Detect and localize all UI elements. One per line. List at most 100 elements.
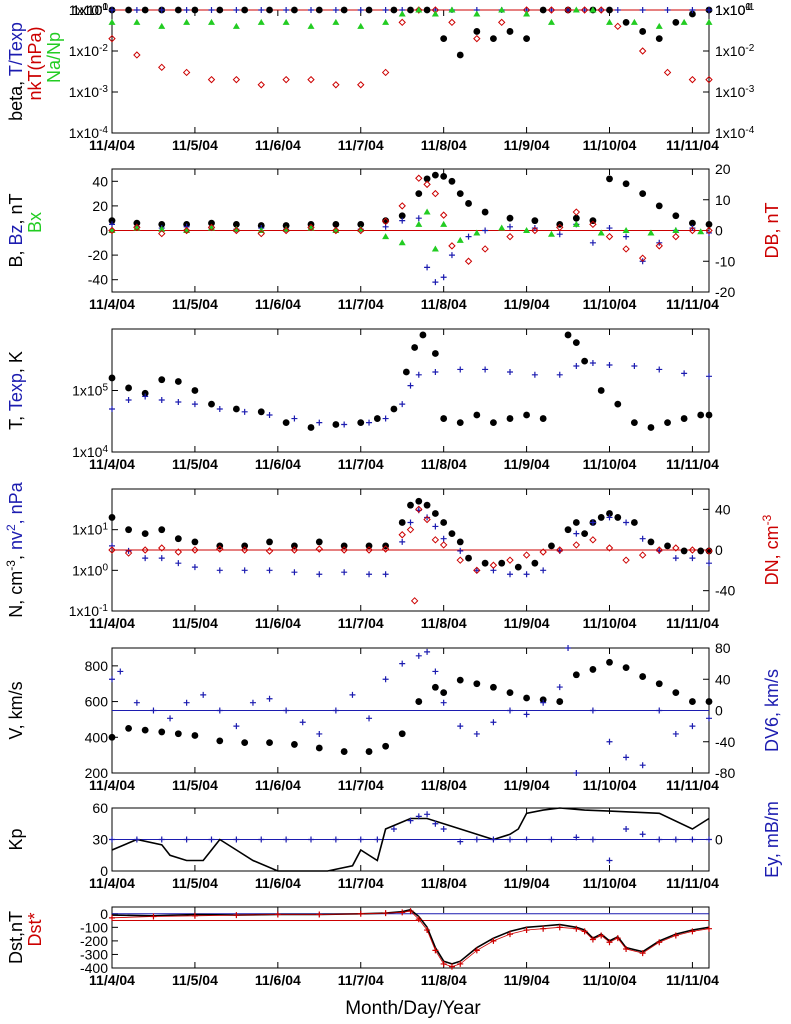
left-axis-label: B, Bz, nT [6,193,26,267]
data-point [506,28,514,35]
data-point [365,546,373,554]
data-point [174,378,182,385]
data-point [382,676,389,683]
data-point [440,689,448,697]
data-point [506,556,514,564]
series-b [108,171,713,229]
data-point [597,514,605,521]
data-point [423,208,431,215]
data-point [440,415,448,422]
data-point [482,366,489,373]
data-point [340,6,348,14]
data-point [473,411,481,419]
data-point [390,826,397,832]
data-point [580,6,589,14]
data-point [399,660,406,667]
x-tick-label: 11/11/04 [666,137,719,153]
data-point [507,836,513,843]
data-point [572,519,580,526]
data-point [109,836,115,843]
x-tick-label: 11/11/04 [666,875,719,891]
data-point [655,22,663,29]
x-tick-label: 11/10/04 [583,777,637,793]
x-tick-label: 11/4/04 [89,296,135,312]
data-point [440,35,448,43]
left-axis-label: beta, T/Texp [6,22,26,121]
data-point [232,22,240,29]
y-tick-label: -40 [88,272,108,288]
data-point [572,339,580,347]
data-point [540,567,547,574]
data-point [457,838,464,845]
data-point [299,719,306,726]
x-tick-label: 11/4/04 [89,972,135,988]
data-point [473,34,481,43]
data-point [200,691,207,698]
data-point [208,18,215,25]
data-point [382,18,390,25]
data-point [589,239,596,246]
series-v [108,658,713,755]
data-point [431,10,439,17]
data-point [606,6,613,14]
data-point [283,7,290,13]
data-point [638,254,647,262]
data-point [232,75,241,84]
data-point [431,510,439,517]
data-point [431,189,440,198]
data-point [390,6,398,14]
data-point [498,18,506,27]
data-point [531,226,539,235]
data-point [241,408,248,415]
x-tick-label: 11/7/04 [338,972,384,988]
panel-p1: 11/4/04 11/5/04 11/6/04 11/7/04 11/8/04 11/9/… [6,2,755,153]
x-tick-label: 11/5/04 [172,137,218,153]
data-point [706,715,712,722]
x-tick-label: 11/5/04 [172,777,218,793]
data-point [109,542,115,549]
data-point [431,536,440,544]
data-point [207,223,216,232]
data-point [290,546,299,554]
data-point [622,180,630,188]
data-point [655,242,663,250]
data-point [183,18,191,25]
data-point [398,18,406,27]
right-axis-label: DB, nT [762,202,782,258]
data-point [241,6,249,14]
y-tick-label: 1x10-1 [69,2,109,18]
data-point [573,834,580,841]
data-point [473,730,480,737]
data-point [381,545,390,553]
data-point [410,597,419,605]
left-axis-label-2: nkT(nPa) [25,26,45,100]
y-tick-label: 1x101 [72,522,108,538]
x-tick-label: 11/8/04 [421,456,467,472]
x-tick-label: 11/9/04 [504,137,550,153]
panel-p4: 11/4/04 11/5/04 11/6/04 11/7/04 11/8/04 11/9/… [4,481,782,631]
data-point [415,215,422,222]
data-point [581,7,588,13]
data-point [639,831,646,838]
data-point [133,836,140,843]
y-tick-label: 1x100 [72,2,108,18]
data-point [423,6,431,14]
data-point [232,225,240,232]
data-point [407,6,414,14]
y-tick-label: 60 [92,800,108,816]
series-texp [109,360,712,428]
data-point [233,7,240,13]
data-point [373,415,381,422]
data-point [398,519,406,526]
data-point [573,530,580,537]
data-point [266,538,273,546]
x-tick-label: 11/4/04 [89,615,135,631]
data-point [440,172,448,180]
data-point [133,51,141,59]
data-point [316,419,323,426]
data-point [697,547,705,555]
data-point [266,6,273,14]
data-point [282,419,290,427]
series-dv6 [109,645,712,776]
